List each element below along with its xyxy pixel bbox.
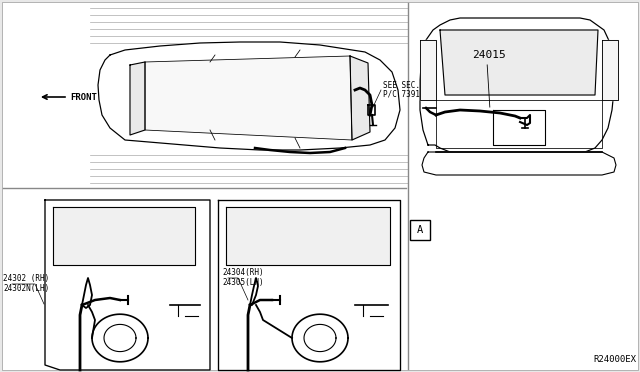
- Text: 24304(RH): 24304(RH): [222, 267, 264, 276]
- Bar: [410, 220, 430, 240]
- Text: 24305(LH): 24305(LH): [222, 278, 264, 286]
- Text: 24015: 24015: [472, 50, 506, 60]
- Polygon shape: [130, 62, 145, 135]
- Polygon shape: [218, 200, 400, 370]
- Polygon shape: [602, 40, 618, 100]
- Text: SEE SEC.738: SEE SEC.738: [383, 80, 434, 90]
- Text: R24000EX: R24000EX: [593, 355, 636, 364]
- Text: A: A: [417, 225, 423, 235]
- Polygon shape: [420, 18, 614, 158]
- Polygon shape: [420, 40, 436, 100]
- Polygon shape: [422, 152, 616, 175]
- Text: P/C 73910Z: P/C 73910Z: [383, 90, 429, 99]
- Polygon shape: [226, 207, 390, 265]
- Polygon shape: [440, 30, 598, 95]
- Text: FRONT: FRONT: [70, 93, 97, 102]
- Polygon shape: [350, 56, 370, 140]
- Polygon shape: [53, 207, 195, 265]
- Polygon shape: [45, 200, 210, 370]
- Polygon shape: [145, 56, 352, 140]
- Text: 24302 (RH): 24302 (RH): [3, 273, 49, 282]
- Polygon shape: [98, 42, 400, 150]
- Text: 24302N(LH): 24302N(LH): [3, 283, 49, 292]
